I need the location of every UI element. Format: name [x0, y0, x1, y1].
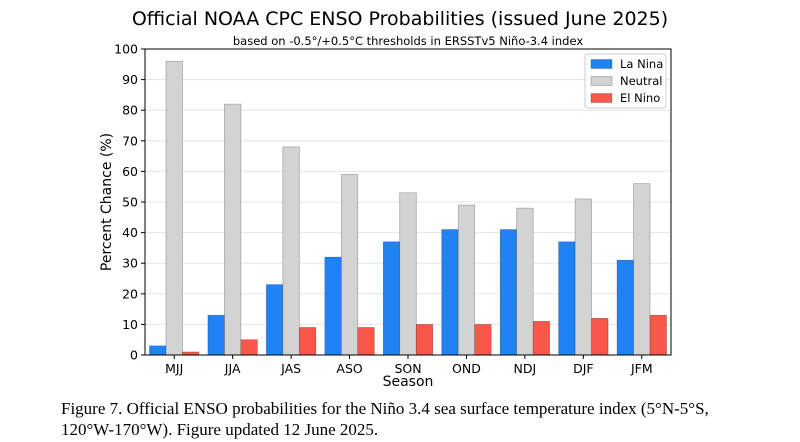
y-tick-label: 40 — [122, 225, 138, 240]
y-axis-ticks: 0 10 20 30 40 50 60 70 80 90 100 — [114, 42, 145, 363]
legend-label-la-nina: La Nina — [620, 57, 663, 71]
bar-la-nina-jfm — [616, 259, 634, 356]
chart-subtitle: based on -0.5°/+0.5°C thresholds in ERSS… — [233, 34, 583, 48]
y-tick-label: 100 — [114, 42, 138, 57]
x-tick-label: MJJ — [165, 361, 183, 376]
y-tick-label: 80 — [122, 103, 138, 118]
legend: La Nina Neutral El Nino — [584, 53, 667, 109]
bar-el-nino-ndj — [532, 321, 550, 356]
y-tick-label: 10 — [122, 317, 138, 332]
bar-el-nino-jas — [299, 327, 317, 356]
x-tick-label: JAS — [280, 361, 301, 376]
x-tick-label: OND — [452, 361, 481, 376]
x-tick-label: JJA — [224, 361, 241, 376]
bar-el-nino-jja — [240, 339, 258, 356]
x-tick-label: SON — [394, 361, 421, 376]
bar-el-nino-aso — [357, 327, 375, 356]
bars — [149, 60, 667, 356]
bar-neutral-ndj — [516, 207, 534, 356]
x-axis-label: Season — [383, 374, 434, 390]
bar-neutral-jas — [282, 146, 300, 356]
bar-el-nino-ond — [474, 324, 492, 356]
y-tick-label: 0 — [130, 348, 138, 363]
bar-neutral-djf — [574, 198, 592, 356]
bar-el-nino-jfm — [649, 314, 667, 356]
bar-la-nina-ond — [441, 229, 459, 356]
legend-swatch-la-nina — [590, 59, 613, 69]
enso-probability-chart: Official NOAA CPC ENSO Probabilities (is… — [99, 8, 672, 390]
bar-la-nina-aso — [324, 256, 342, 356]
figure-caption: Figure 7. Official ENSO probabilities fo… — [61, 399, 709, 439]
x-tick-label: NDJ — [514, 361, 537, 376]
x-tick-label: JFM — [630, 361, 653, 376]
bar-la-nina-jas — [266, 284, 284, 356]
bar-neutral-jja — [224, 103, 242, 356]
bar-neutral-jfm — [633, 183, 651, 356]
bar-la-nina-djf — [558, 241, 576, 356]
y-tick-label: 30 — [122, 256, 138, 271]
chart-title: Official NOAA CPC ENSO Probabilities (is… — [132, 8, 668, 30]
y-tick-label: 70 — [122, 133, 138, 148]
y-tick-label: 50 — [122, 195, 138, 210]
bar-el-nino-son — [415, 324, 434, 356]
bar-el-nino-djf — [591, 317, 609, 356]
y-tick-label: 90 — [122, 72, 138, 87]
x-tick-label: ASO — [336, 361, 362, 376]
x-axis-ticks: MJJ JJA JAS ASO SON OND NDJ DJF JFM — [165, 355, 653, 376]
bar-neutral-son — [399, 192, 417, 356]
y-tick-label: 60 — [122, 164, 138, 179]
x-tick-label: DJF — [573, 361, 594, 376]
bar-neutral-aso — [341, 174, 359, 356]
bar-neutral-mjj — [165, 60, 183, 356]
bar-la-nina-son — [382, 241, 401, 356]
y-tick-label: 20 — [122, 286, 138, 301]
legend-swatch-el-nino — [590, 93, 613, 103]
bar-la-nina-ndj — [499, 229, 517, 356]
legend-swatch-neutral — [590, 76, 613, 86]
bar-la-nina-mjj — [149, 345, 167, 356]
y-axis-label: Percent Chance (%) — [99, 133, 115, 271]
legend-label-el-nino: El Nino — [620, 91, 660, 105]
legend-label-neutral: Neutral — [620, 74, 662, 88]
bar-neutral-ond — [457, 204, 475, 356]
bar-la-nina-jja — [207, 314, 225, 356]
